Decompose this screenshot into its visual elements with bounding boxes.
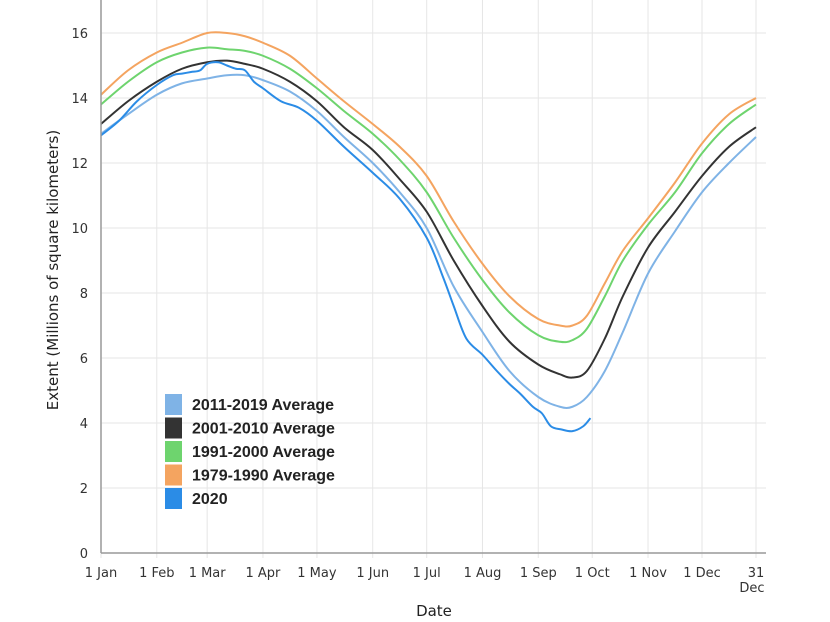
y-tick-label: 0 [80, 547, 88, 562]
series-layer [100, 31, 757, 433]
legend-item: 1991-2000 Average [165, 441, 335, 462]
legend-label: 2001-2010 Average [192, 421, 335, 438]
x-tick-label: 1 Oct [575, 566, 610, 581]
axes [100, 0, 766, 554]
x-tick-label: 1 May [297, 566, 337, 581]
x-tick-label: 1 Sep [520, 566, 557, 581]
series-line-2011-2019-average [100, 73, 757, 409]
x-tick-label: 1 Dec [683, 566, 721, 581]
y-tick-labels: 0 2 4 6 8 10 12 14 16 [71, 27, 88, 562]
legend-item: 2020 [165, 488, 228, 509]
series-line-2001-2010-average [100, 59, 757, 379]
legend-item: 1979-1990 Average [165, 464, 335, 486]
legend-label: 1979-1990 Average [192, 468, 335, 485]
x-tick-label: 1 Aug [464, 566, 502, 581]
x-tick-label: 1 Mar [189, 566, 227, 581]
legend-item: 2011-2019 Average [165, 394, 334, 415]
y-tick-label: 16 [71, 27, 88, 42]
x-tick-label: 1 Jun [356, 566, 389, 581]
legend-swatch [165, 417, 182, 439]
y-tick-label: 2 [80, 482, 88, 497]
series-line-1979-1990-average [100, 31, 757, 328]
legend-label: 2011-2019 Average [192, 397, 334, 414]
y-tick-label: 12 [71, 157, 88, 172]
x-axis-title: Date [416, 602, 452, 620]
x-tick-label: 1 Jan [85, 566, 117, 581]
legend-swatch [165, 441, 182, 462]
legend-swatch [165, 488, 182, 509]
series-line-2020 [100, 61, 592, 433]
legend-swatch [165, 394, 182, 415]
legend-item: 2001-2010 Average [165, 417, 335, 439]
legend-label: 1991-2000 Average [192, 444, 335, 461]
y-tick-label: 6 [80, 352, 88, 367]
legend-label: 2020 [192, 491, 228, 508]
x-tick-label: 1 Apr [245, 566, 281, 581]
grid-lines [100, 0, 766, 558]
series-line-1991-2000-average [100, 46, 757, 344]
x-tick-labels: 1 Jan 1 Feb 1 Mar 1 Apr 1 May 1 Jun 1 Jul 1 Aug… [85, 566, 765, 596]
x-tick-label: 1 Jul [413, 566, 441, 581]
x-tick-label: 1 Nov [629, 566, 667, 581]
legend: 2011-2019 Average 2001-2010 Average 1991-2… [165, 394, 335, 509]
y-tick-label: 4 [80, 417, 88, 432]
legend-swatch [165, 464, 182, 486]
y-tick-label: 14 [71, 92, 88, 107]
x-tick-label: 1 Feb [139, 566, 174, 581]
y-tick-label: 10 [71, 222, 88, 237]
x-tick-label: 31 [748, 566, 765, 581]
y-tick-label: 8 [80, 287, 88, 302]
y-axis-title: Extent (Millions of square kilometers) [44, 130, 62, 410]
x-tick-label-secondary: Dec [739, 581, 764, 596]
